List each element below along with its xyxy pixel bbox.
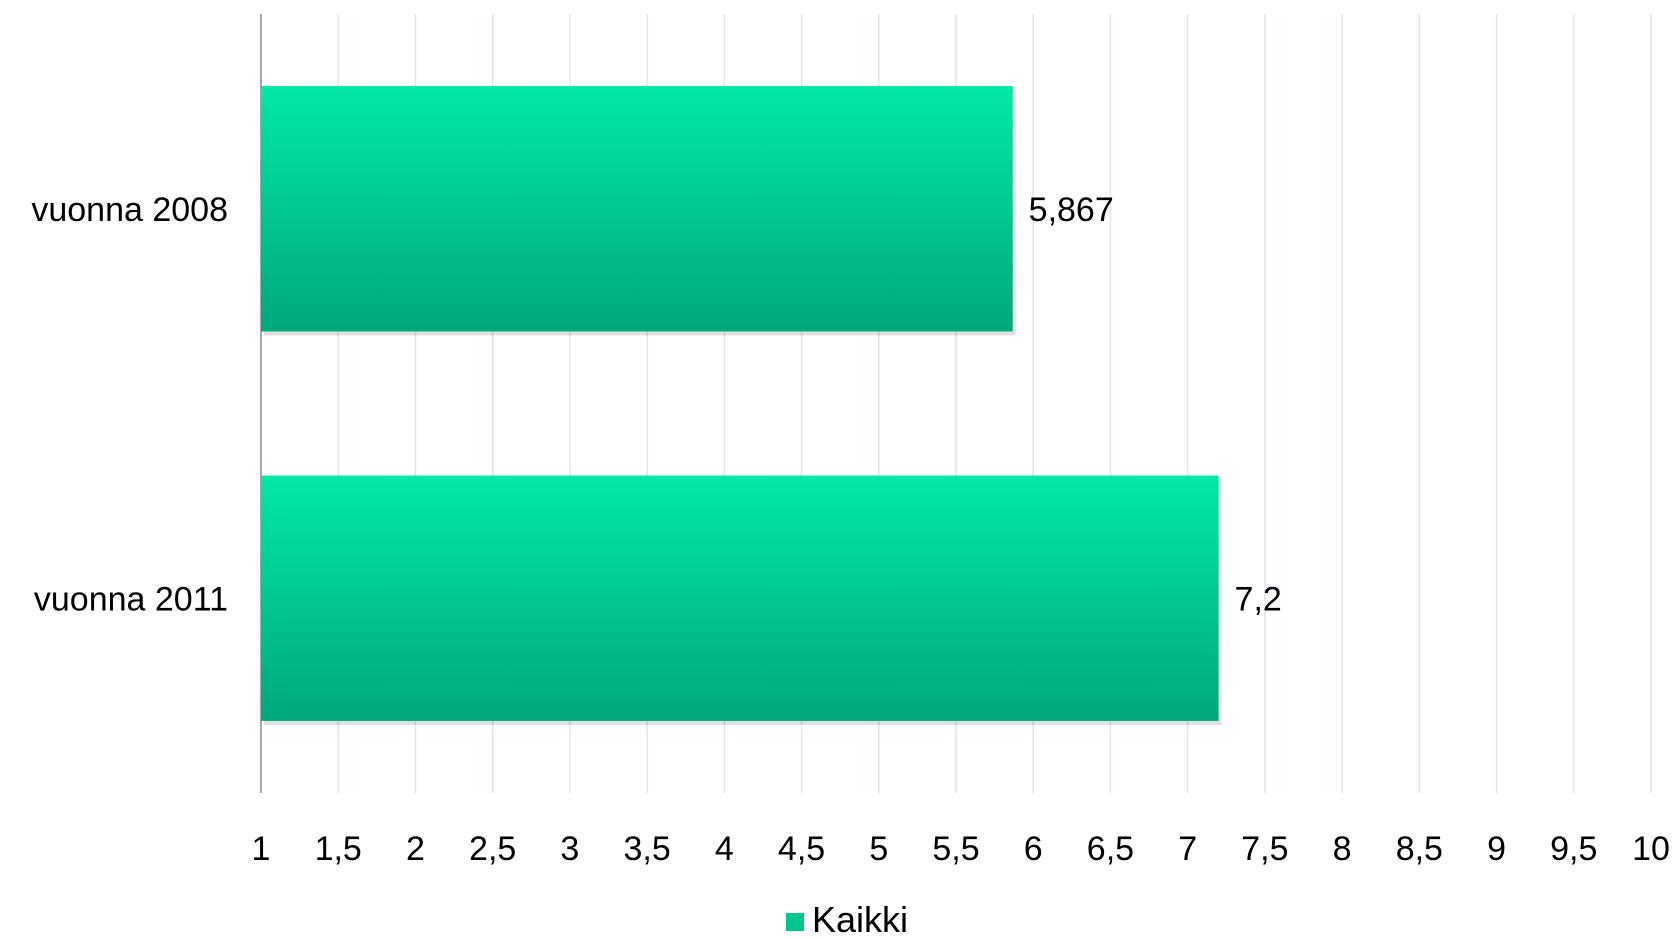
x-tick-label: 8,5 [1396, 830, 1443, 868]
x-tick-label: 6,5 [1087, 830, 1134, 868]
x-tick-label: 8 [1333, 830, 1352, 868]
x-tick-label: 3,5 [623, 830, 670, 868]
x-tick-label: 6 [1024, 830, 1043, 868]
x-tick-label: 4 [715, 830, 734, 868]
legend-swatch [786, 913, 804, 931]
x-tick-label: 1,5 [315, 830, 362, 868]
bars [261, 86, 1222, 725]
legend-label: Kaikki [812, 899, 908, 939]
x-tick-label: 9,5 [1550, 830, 1597, 868]
x-tick-label: 7 [1178, 830, 1197, 868]
x-tick-labels: 1 1,5 2 2,5 3 3,5 4 4,5 5 5,5 6 6,5 7 7,5 8 8,5 9 9,5 10 [252, 830, 1670, 868]
data-label: 5,867 [1029, 191, 1114, 229]
x-tick-label: 5 [869, 830, 888, 868]
data-labels: 5,867 7,2 [1029, 191, 1282, 619]
category-label: vuonna 2011 [34, 580, 228, 618]
x-tick-label: 4,5 [778, 830, 825, 868]
category-label: vuonna 2008 [31, 191, 228, 229]
x-tick-label: 5,5 [932, 830, 979, 868]
x-tick-label: 9 [1487, 830, 1506, 868]
data-label: 7,2 [1235, 580, 1282, 618]
category-labels: vuonna 2008 vuonna 2011 [31, 191, 228, 619]
x-tick-label: 7,5 [1241, 830, 1288, 868]
x-tick-label: 2 [406, 830, 425, 868]
bar [261, 86, 1013, 332]
x-tick-label: 10 [1632, 830, 1670, 868]
bar [261, 475, 1219, 721]
x-tick-label: 3 [560, 830, 579, 868]
x-tick-label: 2,5 [469, 830, 516, 868]
x-tick-label: 1 [252, 830, 271, 868]
legend: Kaikki [786, 899, 908, 939]
